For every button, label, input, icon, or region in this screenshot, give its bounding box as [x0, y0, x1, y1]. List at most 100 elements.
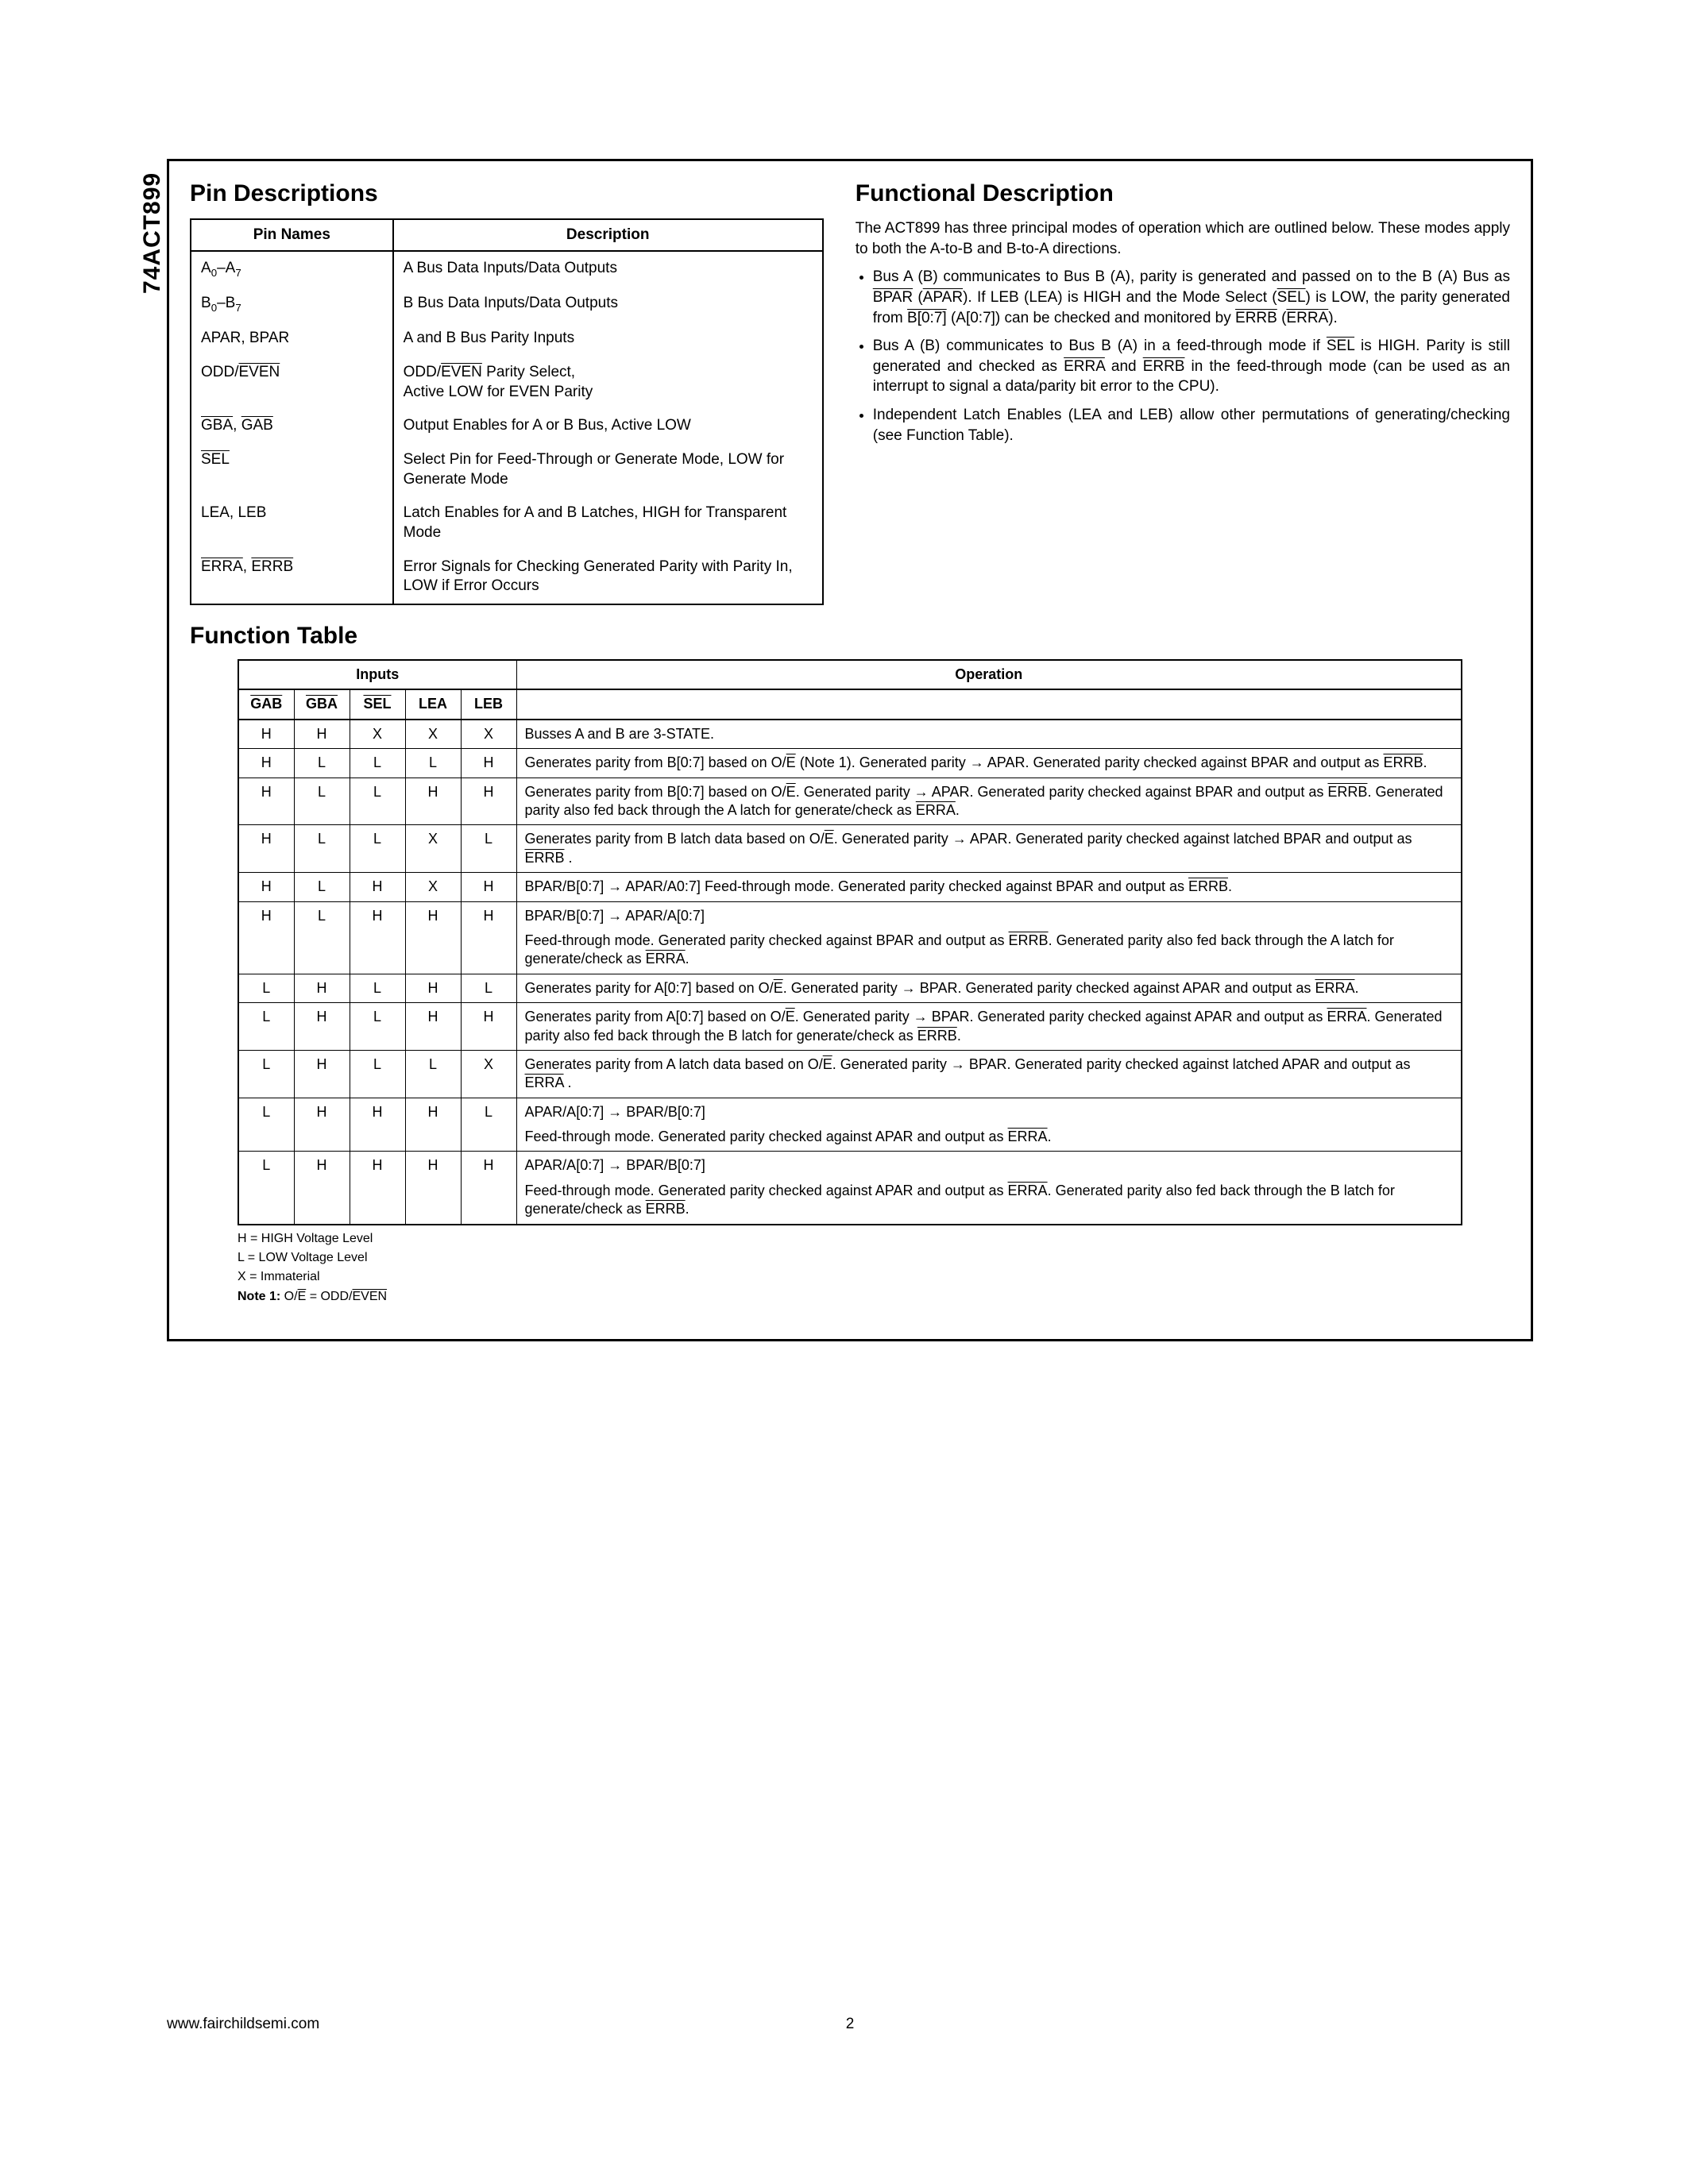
ft-signal-cell: H	[405, 1003, 461, 1051]
pin-name-cell: ERRA, ERRB	[191, 550, 393, 604]
pin-name-cell: LEA, LEB	[191, 496, 393, 550]
ft-signal-cell: L	[350, 1003, 405, 1051]
ft-signal-cell: H	[350, 901, 405, 974]
ft-row: HLLHHGenerates parity from B[0:7] based …	[238, 778, 1462, 825]
ft-note-line: Note 1: O/E = ODD/EVEN	[238, 1288, 1462, 1306]
pin-desc-cell: Select Pin for Feed-Through or Generate …	[393, 443, 823, 496]
pin-row: ODD/EVENODD/EVEN Parity Select,Active LO…	[191, 356, 823, 409]
ft-signal-cell: L	[238, 1050, 294, 1098]
ft-operation-cell: Generates parity from A[0:7] based on O/…	[516, 1003, 1462, 1051]
ft-signal-cell: H	[238, 901, 294, 974]
ft-signal-cell: H	[350, 1152, 405, 1225]
ft-signal-cell: H	[405, 1152, 461, 1225]
functional-bullet: Bus A (B) communicates to Bus B (A) in a…	[873, 336, 1510, 397]
ft-signal-cell: H	[294, 1050, 350, 1098]
ft-subheader: GBA	[294, 689, 350, 719]
ft-signal-cell: L	[238, 974, 294, 1002]
ft-operation-cell: Generates parity for A[0:7] based on O/E…	[516, 974, 1462, 1002]
pin-desc-cell: Output Enables for A or B Bus, Active LO…	[393, 409, 823, 443]
ft-header-inputs: Inputs	[238, 660, 516, 689]
ft-signal-cell: L	[294, 749, 350, 778]
function-table-notes: H = HIGH Voltage LevelL = LOW Voltage Le…	[238, 1230, 1462, 1306]
ft-operation-cell: APAR/A[0:7] → BPAR/B[0:7]Feed-through mo…	[516, 1098, 1462, 1152]
ft-signal-cell: X	[461, 720, 516, 749]
ft-subheader: GAB	[238, 689, 294, 719]
pin-name-cell: A0–A7	[191, 251, 393, 287]
ft-signal-cell: H	[461, 873, 516, 901]
ft-signal-cell: L	[350, 749, 405, 778]
ft-signal-cell: H	[294, 974, 350, 1002]
ft-note-line: L = LOW Voltage Level	[238, 1249, 1462, 1267]
ft-row: LHHHHAPAR/A[0:7] → BPAR/B[0:7]Feed-throu…	[238, 1152, 1462, 1225]
footer-page-number: 2	[846, 2016, 855, 2033]
ft-signal-cell: H	[238, 778, 294, 825]
ft-operation-cell: Generates parity from A latch data based…	[516, 1050, 1462, 1098]
ft-signal-cell: X	[405, 873, 461, 901]
page-footer: www.fairchildsemi.com 2	[167, 2016, 1533, 2033]
ft-row: LHLHHGenerates parity from A[0:7] based …	[238, 1003, 1462, 1051]
pin-row: ERRA, ERRBError Signals for Checking Gen…	[191, 550, 823, 604]
pin-name-cell: SEL	[191, 443, 393, 496]
pin-row: A0–A7A Bus Data Inputs/Data Outputs	[191, 251, 823, 287]
ft-signal-cell: H	[461, 778, 516, 825]
ft-operation-cell: BPAR/B[0:7] → APAR/A0:7] Feed-through mo…	[516, 873, 1462, 901]
pin-name-cell: APAR, BPAR	[191, 322, 393, 356]
ft-header-operation: Operation	[516, 660, 1462, 689]
ft-row: HLLXLGenerates parity from B latch data …	[238, 825, 1462, 873]
pin-row: B0–B7B Bus Data Inputs/Data Outputs	[191, 287, 823, 322]
ft-signal-cell: L	[350, 778, 405, 825]
ft-signal-cell: H	[238, 825, 294, 873]
pin-name-cell: ODD/EVEN	[191, 356, 393, 409]
ft-note-line: H = HIGH Voltage Level	[238, 1230, 1462, 1248]
pin-desc-cell: ODD/EVEN Parity Select,Active LOW for EV…	[393, 356, 823, 409]
ft-note-line: X = Immaterial	[238, 1268, 1462, 1286]
ft-subheader: LEB	[461, 689, 516, 719]
pin-row: APAR, BPARA and B Bus Parity Inputs	[191, 322, 823, 356]
ft-signal-cell: L	[294, 901, 350, 974]
ft-subheader: SEL	[350, 689, 405, 719]
part-number-label: 74ACT899	[139, 172, 166, 294]
functional-bullet: Independent Latch Enables (LEA and LEB) …	[873, 405, 1510, 446]
pin-desc-cell: B Bus Data Inputs/Data Outputs	[393, 287, 823, 322]
ft-signal-cell: H	[238, 873, 294, 901]
ft-signal-cell: H	[350, 873, 405, 901]
ft-row: HLLLHGenerates parity from B[0:7] based …	[238, 749, 1462, 778]
ft-signal-cell: H	[238, 749, 294, 778]
ft-row: LHHHLAPAR/A[0:7] → BPAR/B[0:7]Feed-throu…	[238, 1098, 1462, 1152]
ft-signal-cell: L	[350, 1050, 405, 1098]
ft-signal-cell: H	[405, 974, 461, 1002]
pin-descriptions-heading: Pin Descriptions	[190, 180, 824, 207]
ft-signal-cell: H	[294, 720, 350, 749]
pin-col-desc: Description	[393, 219, 823, 251]
functional-description-heading: Functional Description	[856, 180, 1510, 207]
ft-signal-cell: H	[461, 1003, 516, 1051]
ft-signal-cell: X	[350, 720, 405, 749]
footer-url: www.fairchildsemi.com	[167, 2016, 319, 2033]
ft-signal-cell: L	[350, 825, 405, 873]
pin-descriptions-table: Pin Names Description A0–A7A Bus Data In…	[190, 218, 824, 605]
ft-signal-cell: H	[461, 1152, 516, 1225]
ft-signal-cell: L	[238, 1152, 294, 1225]
ft-operation-cell: Generates parity from B[0:7] based on O/…	[516, 778, 1462, 825]
pin-name-cell: B0–B7	[191, 287, 393, 322]
ft-signal-cell: H	[238, 720, 294, 749]
ft-subheader: LEA	[405, 689, 461, 719]
pin-row: LEA, LEBLatch Enables for A and B Latche…	[191, 496, 823, 550]
pin-desc-cell: Latch Enables for A and B Latches, HIGH …	[393, 496, 823, 550]
pin-col-names: Pin Names	[191, 219, 393, 251]
ft-row: LHLLXGenerates parity from A latch data …	[238, 1050, 1462, 1098]
function-table-heading: Function Table	[190, 623, 1510, 650]
ft-row: LHLHLGenerates parity for A[0:7] based o…	[238, 974, 1462, 1002]
ft-operation-cell: Generates parity from B[0:7] based on O/…	[516, 749, 1462, 778]
ft-signal-cell: H	[461, 901, 516, 974]
ft-signal-cell: H	[405, 778, 461, 825]
ft-row: HLHHHBPAR/B[0:7] → APAR/A[0:7]Feed-throu…	[238, 901, 1462, 974]
ft-signal-cell: H	[294, 1003, 350, 1051]
ft-signal-cell: L	[294, 825, 350, 873]
pin-desc-cell: Error Signals for Checking Generated Par…	[393, 550, 823, 604]
ft-operation-cell: APAR/A[0:7] → BPAR/B[0:7]Feed-through mo…	[516, 1152, 1462, 1225]
pin-row: GBA, GABOutput Enables for A or B Bus, A…	[191, 409, 823, 443]
ft-signal-cell: X	[461, 1050, 516, 1098]
ft-signal-cell: H	[405, 1098, 461, 1152]
functional-description-bullets: Bus A (B) communicates to Bus B (A), par…	[856, 267, 1510, 446]
